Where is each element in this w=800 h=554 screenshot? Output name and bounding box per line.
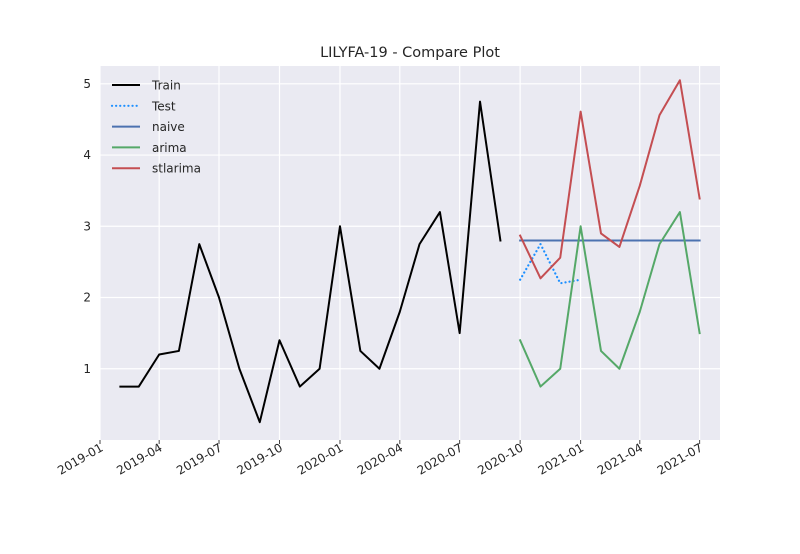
x-tick-label: 2021-07 [655, 440, 705, 477]
series-line-train [119, 100, 502, 424]
y-tick-label: 5 [83, 77, 91, 91]
y-tick-label: 2 [83, 291, 91, 305]
series-layer [119, 79, 701, 424]
y-tick-label: 3 [83, 219, 91, 233]
series-line-stlarima [518, 79, 701, 280]
chart-title: LILYFA-19 - Compare Plot [320, 45, 500, 61]
legend-label: stlarima [152, 162, 201, 176]
plot-area [100, 66, 720, 440]
x-tick-label: 2019-07 [174, 440, 224, 477]
legend-label: arima [152, 141, 187, 155]
legend-label: naive [152, 120, 185, 134]
x-tick-label: 2020-01 [295, 440, 345, 477]
legend-label: Test [151, 99, 176, 113]
x-tick-label: 2020-04 [355, 440, 405, 477]
series-line-arima [518, 211, 701, 388]
y-tick-label: 1 [83, 362, 91, 376]
x-tick-label: 2019-04 [114, 440, 164, 477]
x-tick-label: 2021-01 [536, 440, 586, 477]
legend: Train Test naive arima stlarima [110, 79, 201, 176]
x-tick-label: 2021-04 [595, 440, 645, 477]
series-line-test [519, 243, 582, 285]
x-tick-label: 2020-10 [475, 440, 525, 477]
grid [99, 66, 720, 440]
x-tick-label: 2020-07 [415, 440, 465, 477]
y-tick-label: 4 [83, 148, 91, 162]
x-tick-label: 2019-10 [235, 440, 285, 477]
x-tick-label: 2019-01 [55, 440, 105, 477]
legend-label: Train [151, 79, 181, 93]
